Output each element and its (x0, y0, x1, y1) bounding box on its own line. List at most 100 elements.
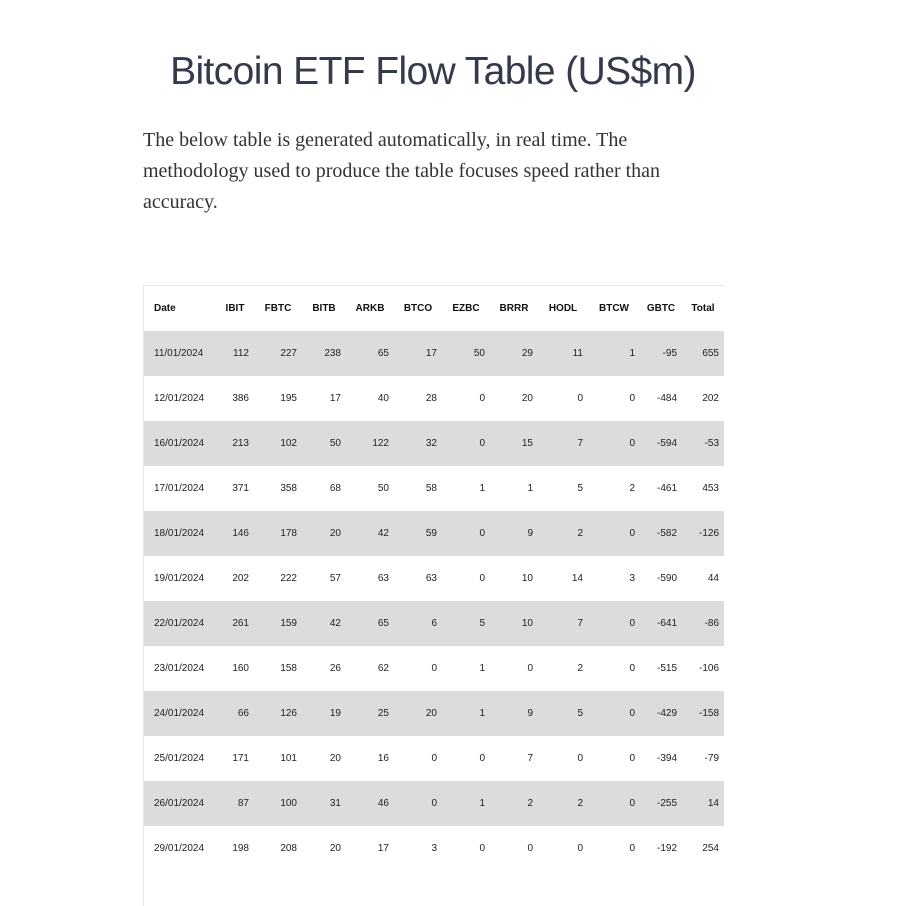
date-cell: 18/01/2024 (144, 511, 216, 556)
value-cell: 198 (216, 826, 254, 871)
value-cell: 29 (490, 331, 538, 376)
value-cell: 63 (346, 556, 394, 601)
column-header-ezbc: EZBC (452, 303, 480, 314)
value-cell: 0 (394, 781, 442, 826)
value-cell: 63 (394, 556, 442, 601)
value-cell: 1 (588, 331, 640, 376)
value-cell: 112 (216, 331, 254, 376)
value-cell: 0 (588, 826, 640, 871)
value-cell: 195 (254, 376, 302, 421)
value-cell: 6 (394, 601, 442, 646)
value-cell: 20 (302, 826, 346, 871)
value-cell: 62 (346, 646, 394, 691)
value-cell: 20 (302, 736, 346, 781)
column-header-fbtc: FBTC (264, 303, 292, 314)
value-cell: 102 (254, 421, 302, 466)
value-cell: 42 (302, 601, 346, 646)
value-cell: 213 (216, 421, 254, 466)
value-cell: 1 (442, 781, 490, 826)
value-cell: 46 (346, 781, 394, 826)
value-cell: 238 (302, 331, 346, 376)
column-header-gbtc: GBTC (646, 303, 676, 314)
value-cell: 17 (302, 376, 346, 421)
value-cell: 58 (394, 466, 442, 511)
value-cell: 68 (302, 466, 346, 511)
value-cell: 50 (302, 421, 346, 466)
value-cell: 0 (442, 736, 490, 781)
value-cell: -86 (682, 601, 724, 646)
value-cell: -192 (640, 826, 682, 871)
date-cell: 24/01/2024 (144, 691, 216, 736)
value-cell: 65 (346, 331, 394, 376)
date-cell: 29/01/2024 (144, 826, 216, 871)
value-cell: 0 (538, 826, 588, 871)
value-cell: 655 (682, 331, 724, 376)
column-header-date: Date (154, 303, 176, 314)
table-row: 22/01/2024 261 159 42 65 6 5 10 7 0 -641 -86 (144, 601, 724, 646)
value-cell: 3 (394, 826, 442, 871)
value-cell: 16 (346, 736, 394, 781)
date-cell: 22/01/2024 (144, 601, 216, 646)
value-cell: -106 (682, 646, 724, 691)
value-cell: 11 (538, 331, 588, 376)
value-cell: 1 (442, 646, 490, 691)
date-cell: 11/01/2024 (144, 331, 216, 376)
value-cell: 65 (346, 601, 394, 646)
value-cell: 14 (538, 556, 588, 601)
table-body: 11/01/2024 112 227 238 65 17 50 29 11 1 -95 655 12/0… (144, 331, 724, 871)
value-cell: 2 (538, 646, 588, 691)
value-cell: 3 (588, 556, 640, 601)
table-row: 24/01/2024 66 126 19 25 20 1 9 5 0 -429 -158 (144, 691, 724, 736)
table-row: 23/01/2024 160 158 26 62 0 1 0 2 0 -515 -106 (144, 646, 724, 691)
value-cell: 171 (216, 736, 254, 781)
table-row: 26/01/2024 87 100 31 46 0 1 2 2 0 -255 14 (144, 781, 724, 826)
date-cell: 19/01/2024 (144, 556, 216, 601)
value-cell: -95 (640, 331, 682, 376)
table-row: 17/01/2024 371 358 68 50 58 1 1 5 2 -461 453 (144, 466, 724, 511)
table-row: 29/01/2024 198 208 20 17 3 0 0 0 0 -192 254 (144, 826, 724, 871)
value-cell: 0 (588, 601, 640, 646)
value-cell: 122 (346, 421, 394, 466)
value-cell: 386 (216, 376, 254, 421)
value-cell: 0 (588, 511, 640, 556)
date-cell: 12/01/2024 (144, 376, 216, 421)
flow-table-container[interactable]: Date IBIT FBTC BITB ARKB BTCO EZBC BRRR HODL BTCW… (143, 285, 724, 906)
value-cell: 5 (538, 691, 588, 736)
column-header-ibit: IBIT (225, 303, 245, 314)
value-cell: 2 (538, 511, 588, 556)
value-cell: 0 (588, 646, 640, 691)
value-cell: 1 (490, 466, 538, 511)
value-cell: 202 (216, 556, 254, 601)
value-cell: 5 (442, 601, 490, 646)
value-cell: 17 (394, 331, 442, 376)
value-cell: 20 (394, 691, 442, 736)
value-cell: 178 (254, 511, 302, 556)
value-cell: -53 (682, 421, 724, 466)
value-cell: 0 (442, 556, 490, 601)
value-cell: 40 (346, 376, 394, 421)
value-cell: 160 (216, 646, 254, 691)
date-cell: 17/01/2024 (144, 466, 216, 511)
value-cell: 254 (682, 826, 724, 871)
value-cell: 146 (216, 511, 254, 556)
value-cell: 0 (588, 376, 640, 421)
value-cell: 14 (682, 781, 724, 826)
value-cell: 17 (346, 826, 394, 871)
value-cell: 20 (490, 376, 538, 421)
value-cell: 7 (490, 736, 538, 781)
column-header-total: Total (691, 303, 715, 314)
value-cell: 1 (442, 466, 490, 511)
value-cell: 57 (302, 556, 346, 601)
value-cell: 44 (682, 556, 724, 601)
value-cell: -590 (640, 556, 682, 601)
column-header-arkb: ARKB (355, 303, 385, 314)
value-cell: 2 (538, 781, 588, 826)
value-cell: 26 (302, 646, 346, 691)
value-cell: 208 (254, 826, 302, 871)
value-cell: 9 (490, 511, 538, 556)
value-cell: -158 (682, 691, 724, 736)
value-cell: 50 (442, 331, 490, 376)
value-cell: 159 (254, 601, 302, 646)
value-cell: 66 (216, 691, 254, 736)
date-cell: 16/01/2024 (144, 421, 216, 466)
